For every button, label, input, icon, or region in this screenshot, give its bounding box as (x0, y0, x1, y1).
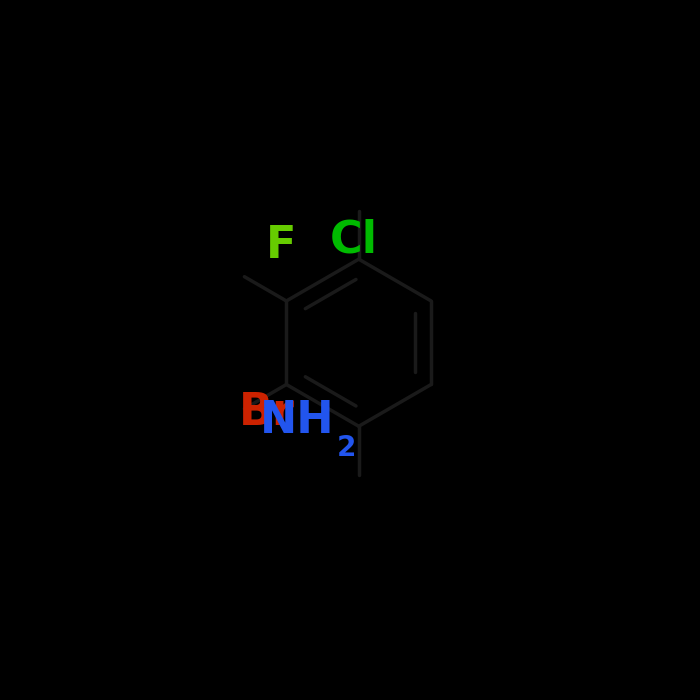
Text: F: F (265, 224, 296, 267)
Text: Cl: Cl (330, 219, 377, 262)
Text: 2: 2 (337, 434, 356, 463)
Text: Br: Br (239, 391, 295, 434)
Text: NH: NH (260, 400, 335, 442)
